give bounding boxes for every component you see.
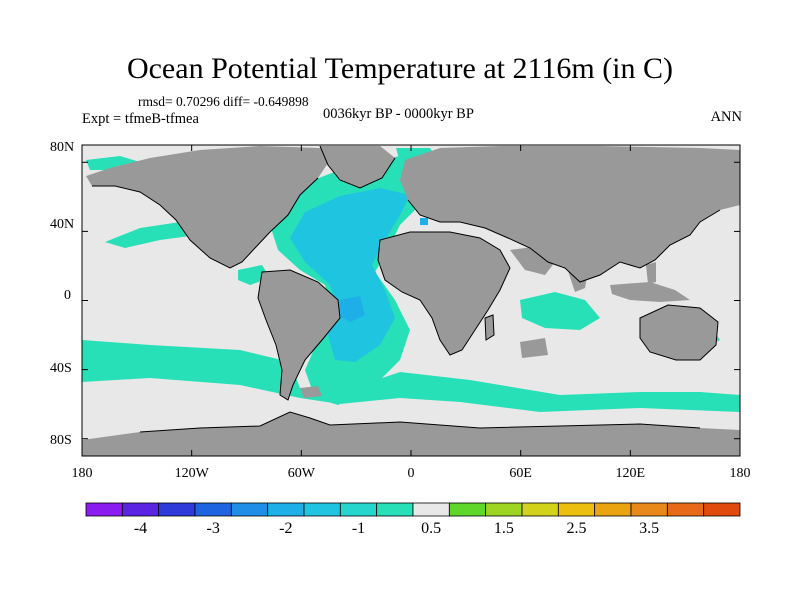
colorbar-swatch — [267, 502, 305, 517]
colorbar — [85, 502, 741, 517]
colorbar-swatch — [594, 502, 632, 517]
lon-label-0: 0 — [407, 466, 415, 481]
coastlines — [92, 145, 721, 433]
colorbar-label: 0.5 — [421, 520, 442, 537]
stats-text: rmsd= 0.70296 diff= -0.649898 — [138, 94, 309, 109]
colorbar-swatch — [557, 502, 596, 517]
lat-label-0: 0 — [64, 288, 71, 303]
season-label: ANN — [710, 109, 742, 125]
colorbar-label: 2.5 — [566, 520, 587, 537]
colorbar-label: -3 — [206, 520, 220, 537]
colorbar-label: -1 — [351, 520, 366, 537]
lon-label-60w: 60W — [287, 466, 315, 481]
colorbar-swatch — [158, 502, 196, 517]
lon-label-180w: 180 — [71, 466, 93, 481]
colorbar-label: 3.5 — [639, 520, 660, 537]
colorbar-label: 1.5 — [493, 520, 514, 537]
colorbar-swatch — [303, 502, 341, 517]
period-label: 0036kyr BP - 0000kyr BP — [323, 106, 474, 122]
lat-label-80s: 80S — [50, 433, 72, 448]
colorbar-label: -2 — [279, 520, 293, 537]
colorbar-swatch — [521, 502, 559, 517]
colorbar-swatch — [85, 502, 123, 517]
lat-label-40s: 40S — [50, 361, 72, 376]
colorbar-swatch — [194, 502, 232, 517]
colorbar-swatch — [485, 502, 523, 517]
colorbar-swatch — [666, 502, 705, 517]
anomaly-minus1-5-regions — [290, 188, 410, 362]
lon-label-180e: 180 — [729, 466, 751, 481]
experiment-label: Expt = tfmeB-tfmea — [82, 111, 199, 127]
lon-label-120w: 120W — [174, 466, 209, 481]
lon-label-120e: 120E — [615, 466, 646, 481]
lon-label-60e: 60E — [509, 466, 532, 481]
colorbar-swatch — [376, 502, 414, 517]
colorbar-swatch — [339, 502, 378, 517]
lat-label-40n: 40N — [50, 217, 75, 232]
land-masses — [82, 146, 740, 456]
axis-ticks — [81, 145, 741, 456]
colorbar-swatch — [230, 502, 269, 517]
colorbar-swatch — [412, 502, 450, 517]
map-title: Ocean Potential Temperature at 2116m (in… — [126, 52, 674, 85]
colorbar-swatch — [121, 502, 160, 517]
colorbar-swatch — [630, 502, 668, 517]
colorbar-swatch — [448, 502, 487, 517]
colorbar-label: -4 — [133, 520, 148, 537]
colorbar-swatch — [703, 502, 741, 517]
lat-label-80n: 80N — [50, 140, 75, 155]
map-panel — [82, 145, 740, 456]
